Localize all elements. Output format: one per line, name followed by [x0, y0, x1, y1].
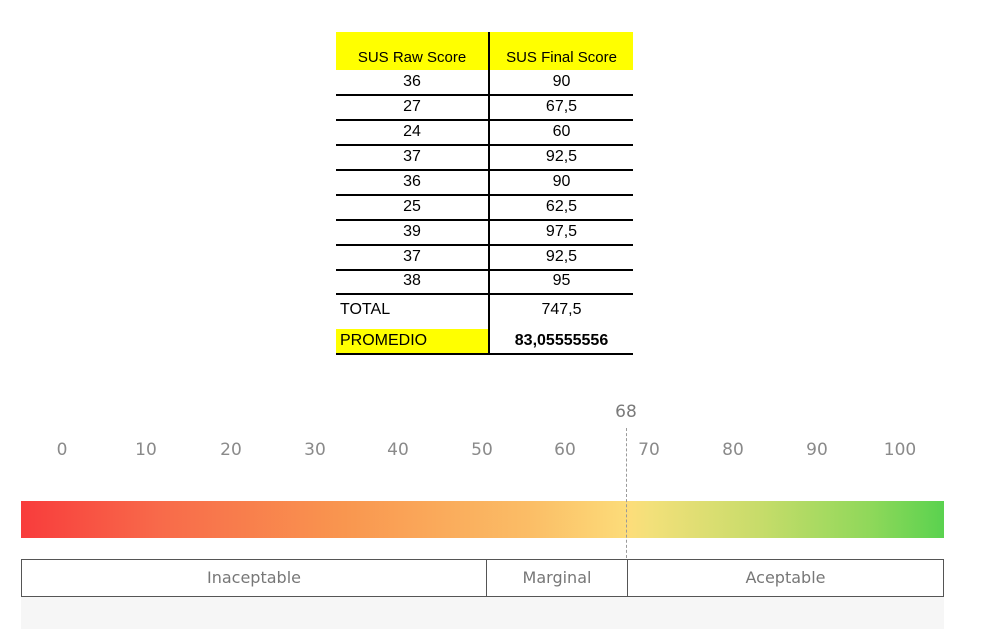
tick-label: 70 — [638, 440, 660, 460]
scale-tick-labels: 0 10 20 30 40 50 60 70 80 90 100 — [0, 440, 984, 462]
total-label: TOTAL — [340, 301, 391, 318]
band-inaceptable: Inaceptable — [22, 560, 487, 596]
header-final-score: SUS Final Score — [490, 46, 633, 70]
raw-score-cell: 37 — [403, 248, 421, 265]
final-score-cell: 97,5 — [545, 223, 578, 240]
table-row: 39 97,5 — [336, 220, 633, 246]
tick-label: 0 — [56, 440, 68, 460]
tick-label: 10 — [135, 440, 157, 460]
total-row: TOTAL 747,5 — [336, 298, 633, 322]
average-row: PROMEDIO 83,05555556 — [336, 329, 633, 355]
acceptability-bands: Inaceptable Marginal Aceptable — [21, 559, 944, 597]
raw-score-cell: 38 — [403, 272, 421, 289]
raw-score-cell: 36 — [403, 173, 421, 190]
average-label: PROMEDIO — [336, 329, 488, 353]
header-raw-score: SUS Raw Score — [336, 46, 488, 70]
average-value: 83,05555556 — [514, 332, 609, 349]
table-row: 25 62,5 — [336, 195, 633, 221]
final-score-cell: 90 — [552, 73, 571, 90]
sus-gradient-bar — [21, 501, 944, 538]
tick-label: 30 — [304, 440, 326, 460]
table-row: 24 60 — [336, 120, 633, 146]
raw-score-cell: 24 — [403, 123, 421, 140]
final-score-cell: 67,5 — [545, 98, 578, 115]
raw-score-cell: 39 — [403, 223, 421, 240]
tick-label: 100 — [883, 440, 917, 460]
raw-score-cell: 36 — [403, 73, 421, 90]
final-score-cell: 90 — [552, 173, 571, 190]
table-row: 38 95 — [336, 269, 633, 295]
table-row: 36 90 — [336, 70, 633, 96]
table-row: 37 92,5 — [336, 145, 633, 171]
table-row: 37 92,5 — [336, 245, 633, 271]
threshold-label: 68 — [615, 402, 637, 422]
table-header-row: SUS Raw Score SUS Final Score — [336, 46, 633, 70]
final-score-cell: 95 — [552, 272, 571, 289]
tick-label: 60 — [554, 440, 576, 460]
tick-label: 50 — [471, 440, 493, 460]
final-score-cell: 92,5 — [545, 148, 578, 165]
final-score-cell: 92,5 — [545, 248, 578, 265]
table-row: 27 67,5 — [336, 95, 633, 121]
threshold-marker-line — [626, 428, 627, 558]
final-score-cell: 62,5 — [545, 198, 578, 215]
tick-label: 90 — [806, 440, 828, 460]
raw-score-cell: 25 — [403, 198, 421, 215]
tick-label: 20 — [220, 440, 242, 460]
total-value: 747,5 — [541, 301, 582, 318]
raw-score-cell: 37 — [403, 148, 421, 165]
band-marginal: Marginal — [487, 560, 628, 596]
raw-score-cell: 27 — [403, 98, 421, 115]
final-score-cell: 60 — [552, 123, 571, 140]
band-aceptable: Aceptable — [745, 568, 826, 587]
tick-label: 80 — [722, 440, 744, 460]
bottom-strip — [21, 597, 944, 629]
table-row: 36 90 — [336, 170, 633, 196]
column-divider — [488, 32, 490, 354]
tick-label: 40 — [387, 440, 409, 460]
sus-score-table: SUS Raw Score SUS Final Score 36 90 27 6… — [336, 32, 633, 355]
